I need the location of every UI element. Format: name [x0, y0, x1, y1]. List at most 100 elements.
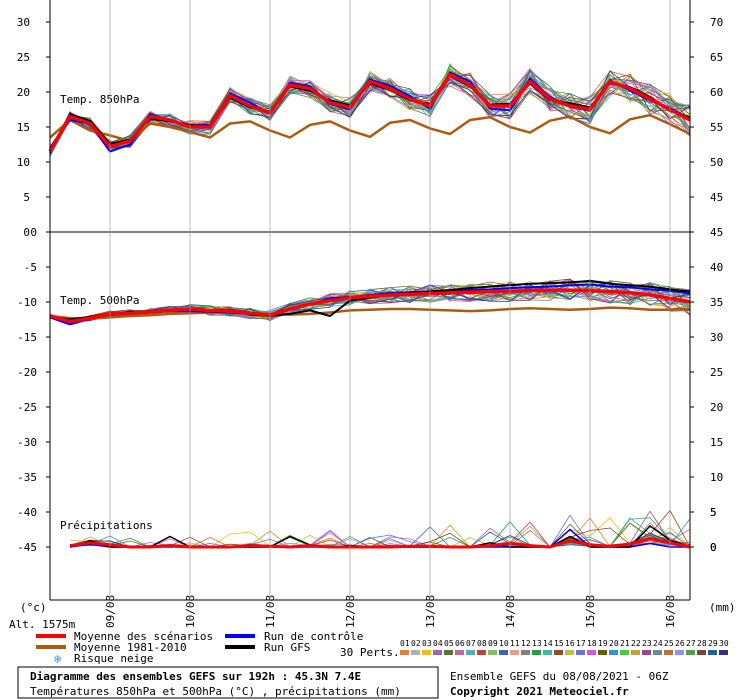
member-swatch	[433, 650, 442, 655]
member-number: 12	[521, 639, 531, 648]
member-number: 06	[455, 639, 465, 648]
member-number: 30	[719, 639, 729, 648]
tick-850-left: 10	[17, 156, 30, 169]
tick-precip-right: 0	[710, 541, 717, 554]
tick-850-right: 45	[710, 191, 723, 204]
footer-subtitle: Températures 850hPa et 500hPa (°C) , pré…	[30, 685, 401, 698]
x-tick-label: 11/08	[264, 595, 277, 628]
member-swatch	[455, 650, 464, 655]
member-number: 22	[631, 639, 641, 648]
member-swatch	[598, 650, 607, 655]
member-swatch	[477, 650, 486, 655]
legend-control-label: Run de contrôle	[264, 630, 363, 643]
member-swatch	[686, 650, 695, 655]
series-mean-line	[49, 288, 691, 324]
tick-500-right: 30	[710, 331, 723, 344]
legend-perts-label: 30 Perts.	[340, 646, 400, 659]
member-swatch	[642, 650, 651, 655]
footer-title: Diagramme des ensembles GEFS sur 192h : …	[30, 670, 361, 683]
member-swatch	[620, 650, 629, 655]
member-number: 29	[708, 639, 718, 648]
member-number: 04	[433, 639, 443, 648]
member-number: 23	[642, 639, 652, 648]
tick-500-left: -15	[17, 331, 37, 344]
label-precip: Précipitations	[60, 519, 153, 532]
legend-mean-label: Moyenne des scénarios	[74, 630, 213, 643]
tick-850-left: 20	[17, 86, 30, 99]
member-number: 26	[675, 639, 685, 648]
tick-850-left: 5	[23, 191, 30, 204]
tick-500-right: 5	[710, 506, 717, 519]
tick-850-left: 25	[17, 51, 30, 64]
tick-500-left: -45	[17, 541, 37, 554]
member-legend: 01 02 03 04 05 06 07 08 09 10 11 12 13 14 15 16 17 18 19 20…	[400, 639, 729, 655]
member-swatch	[609, 650, 618, 655]
member-number: 13	[532, 639, 542, 648]
tick-500-left: -20	[17, 366, 37, 379]
legend-snow-label: Risque neige	[74, 652, 153, 665]
unit-right: (mm)	[709, 601, 736, 614]
footer-run: Ensemble GEFS du 08/08/2021 - 06Z	[450, 670, 669, 683]
panel-temp-500: 0 -5 -10 -15 -20 -25 -30 -35 -40 -45 45 40 35 30 25 20 1…	[17, 226, 723, 554]
tick-850-left: 30	[17, 16, 30, 29]
member-swatch	[499, 650, 508, 655]
label-temp-850: Temp. 850hPa	[60, 93, 139, 106]
member-number: 18	[587, 639, 597, 648]
tick-500-left: -40	[17, 506, 37, 519]
precip-member-line	[69, 521, 691, 548]
member-swatch	[444, 650, 453, 655]
member-number: 03	[422, 639, 432, 648]
member-swatch	[653, 650, 662, 655]
member-swatch	[532, 650, 541, 655]
tick-500-right: 20	[710, 401, 723, 414]
tick-500-right: 0	[710, 541, 717, 554]
member-swatch	[488, 650, 497, 655]
legend-gfs-label: Run GFS	[264, 641, 310, 654]
snowflake-icon: ❄	[53, 653, 62, 666]
tick-850-right: 70	[710, 16, 723, 29]
member-swatch	[466, 650, 475, 655]
tick-500-right: 45	[710, 226, 723, 239]
member-swatch	[422, 650, 431, 655]
tick-850-right: 55	[710, 121, 723, 134]
tick-500-left: -10	[17, 296, 37, 309]
member-number: 02	[411, 639, 421, 648]
member-swatch	[400, 650, 409, 655]
member-swatch	[543, 650, 552, 655]
member-number: 07	[466, 639, 476, 648]
tick-500-left: -5	[24, 261, 37, 274]
x-tick-label: 10/08	[184, 595, 197, 628]
tick-850-right: 60	[710, 86, 723, 99]
member-swatch	[565, 650, 574, 655]
tick-500-right: 15	[710, 436, 723, 449]
member-swatch	[411, 650, 420, 655]
tick-500-left: -25	[17, 401, 37, 414]
x-tick-label: 13/08	[424, 595, 437, 628]
member-swatch	[576, 650, 585, 655]
x-tick-label: 09/08	[104, 595, 117, 628]
member-number: 01	[400, 639, 410, 648]
tick-500-right: 40	[710, 261, 723, 274]
member-number: 21	[620, 639, 630, 648]
tick-500-left: 0	[30, 226, 37, 239]
footer-copyright: Copyright 2021 Meteociel.fr	[450, 685, 629, 698]
member-number: 25	[664, 639, 674, 648]
member-number: 10	[499, 639, 509, 648]
member-number: 11	[510, 639, 520, 648]
tick-500-right: 25	[710, 366, 723, 379]
member-swatch	[510, 650, 519, 655]
member-swatch	[675, 650, 684, 655]
x-tick-label: 12/08	[344, 595, 357, 628]
member-number: 17	[576, 639, 586, 648]
tick-precip-right: 5	[710, 506, 717, 519]
member-number: 24	[653, 639, 663, 648]
series-mean-line	[48, 72, 691, 153]
member-swatch	[719, 650, 728, 655]
panel-temp-850: 05101520253045505560657075	[17, 16, 724, 239]
legend-climo-label: Moyenne 1981-2010	[74, 641, 187, 654]
series-climo-line	[49, 306, 691, 321]
member-number: 15	[554, 639, 564, 648]
member-number: 08	[477, 639, 487, 648]
tick-500-right: 35	[710, 296, 723, 309]
member-number: 05	[444, 639, 454, 648]
